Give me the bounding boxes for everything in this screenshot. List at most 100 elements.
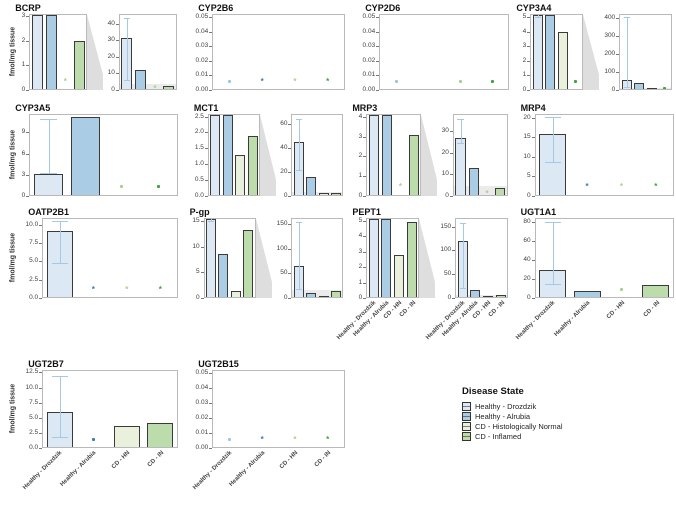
error-bar-stem: [126, 18, 128, 81]
asterisk-marker: *: [654, 182, 658, 192]
y-tick-label: 0.01: [195, 429, 209, 436]
y-tick-mark: [39, 417, 43, 419]
x-axis-labels: Healthy - Drozdzik Healthy - Alrubia CD - …: [425, 298, 508, 344]
error-bar-cap: [52, 263, 68, 265]
plot-area: * * *: [212, 370, 345, 448]
legend-swatch: [462, 431, 471, 441]
y-tick-label: 150: [440, 222, 452, 230]
bar-cd-hn: [647, 88, 658, 89]
dot-marker: [458, 80, 462, 84]
y-tick-mark: [26, 90, 30, 91]
y-tick-label: 2.5: [194, 112, 204, 120]
bar-healthy-alrubia: [381, 219, 392, 297]
zoom-region-band: [456, 294, 508, 297]
zoom-region-band: [453, 186, 507, 195]
y-tick-mark: [209, 403, 213, 404]
y-axis: 0.00 0.01 0.02 0.03 0.04 0.05: [355, 13, 380, 93]
y-tick-mark: [531, 196, 535, 197]
y-tick-mark: [288, 171, 292, 173]
y-tick-mark: [288, 223, 292, 225]
y-tick-label: 15: [192, 217, 200, 225]
y-tick-label: 3: [358, 132, 363, 140]
bar-healthy-alrubia: [218, 253, 229, 297]
y-tick-label: 15: [523, 133, 531, 141]
y-tick-label: 0: [358, 192, 363, 199]
bar-cd-in: [163, 85, 175, 89]
dot-marker: [619, 288, 623, 292]
y-tick-mark: [452, 226, 456, 228]
bar-cd-in: [331, 290, 342, 297]
y-tick-label: 0: [195, 294, 200, 301]
y-tick-mark: [39, 387, 43, 389]
legend-item-label: Healthy - Alrubia: [475, 411, 531, 421]
panel-bcrp: BCRP fmol/mg tissue 0 1 2 3 * 0 10 20 30 40 *: [0, 2, 180, 93]
error-bar: [623, 16, 630, 89]
legend-item: Healthy - Drozdzik: [462, 401, 563, 411]
plot-area: [203, 218, 256, 298]
asterisk-marker: *: [91, 284, 95, 294]
y-tick-label: 10: [107, 69, 115, 77]
error-bar-cap: [207, 221, 214, 222]
y-tick-label: 1.5: [194, 144, 204, 152]
error-bar-stem: [626, 16, 628, 89]
zoom-connector: [419, 218, 436, 298]
legend-item-label: CD - Histologically Normal: [475, 421, 563, 431]
bar-cd-in: [243, 230, 254, 297]
y-tick-mark: [204, 132, 208, 134]
panel-body: fmol/mg tissue 0 3 6 9: [8, 114, 180, 199]
panel-mrp3: MRP3 0 1 2 3 4 * 0 10 20 30 *: [347, 102, 511, 199]
y-tick-label: 3: [522, 42, 527, 50]
error-bar-cap: [623, 16, 630, 18]
asterisk-marker: *: [293, 76, 297, 86]
y-axis: 0 50 100 150: [435, 218, 456, 301]
panel-body: 0 5 10 15 20 * * *: [519, 114, 676, 199]
y-tick-mark: [204, 116, 208, 118]
y-tick-mark: [376, 46, 380, 48]
x-tick-label: Healthy - Drozdzik: [22, 450, 64, 492]
y-tick-mark: [26, 132, 30, 134]
y-tick-label: 10: [192, 242, 200, 250]
y-tick-label: 40: [523, 255, 531, 263]
error-bar-cap: [534, 16, 541, 18]
panel-ugt2b15: UGT2B15 0.00 0.01 0.02 0.03 0.04 0.05 * * * Health…: [180, 358, 347, 494]
error-bar-cap: [544, 161, 561, 163]
y-tick-label: 9: [21, 128, 26, 136]
zoom-region-band: [119, 84, 176, 89]
y-tick-label: 1.0: [194, 160, 204, 168]
y-tick-label: 0: [283, 294, 288, 301]
dot-marker: [574, 80, 578, 84]
zoom-connector: [421, 114, 438, 196]
bar-cd-hn: [394, 255, 405, 297]
asterisk-marker: *: [485, 189, 489, 196]
bar-healthy-drozdzik: [205, 219, 216, 297]
y-tick-mark: [363, 251, 367, 253]
legend-title: Disease State: [462, 386, 524, 397]
y-tick-label: 40: [280, 143, 288, 151]
y-tick-mark: [531, 240, 535, 242]
error-bar: [52, 376, 68, 439]
y-tick-mark: [449, 131, 453, 133]
y-tick-mark: [204, 180, 208, 182]
dot-marker: [120, 185, 124, 189]
y-tick-mark: [39, 372, 43, 374]
y-tick-label: 6: [21, 149, 26, 157]
x-axis-labels: Healthy - Drozdzik Healthy - Alrubia CD - …: [22, 448, 178, 494]
y-tick-mark: [449, 196, 453, 197]
y-tick-label: 0: [358, 294, 363, 301]
y-tick-label: 0.0: [194, 192, 204, 199]
legend-item: CD - Histologically Normal: [462, 421, 563, 431]
y-axis: 0.0 0.5 1.0 1.5 2.0 2.5: [188, 113, 208, 199]
panel-body: fmol/mg tissue 0.0 2.5 5.0 7.5 10.0 * * *: [8, 218, 180, 301]
panel-pept1: PEPT1 0 1 2 3 4 5 0 50 100 150 Healthy - Drozdzik He…: [336, 206, 511, 344]
y-tick-mark: [200, 221, 204, 223]
y-tick-mark: [209, 373, 213, 374]
dot-marker: [228, 80, 232, 84]
y-tick-mark: [616, 71, 620, 73]
panel-title: MRP4: [520, 103, 546, 113]
y-tick-label: 150: [276, 219, 288, 227]
y-tick-label: 7.5: [29, 398, 39, 406]
y-tick-mark: [527, 75, 531, 77]
bar-cd-hn: [318, 296, 329, 297]
bar-healthy-drozdzik: [455, 138, 466, 195]
error-bar: [123, 18, 131, 81]
